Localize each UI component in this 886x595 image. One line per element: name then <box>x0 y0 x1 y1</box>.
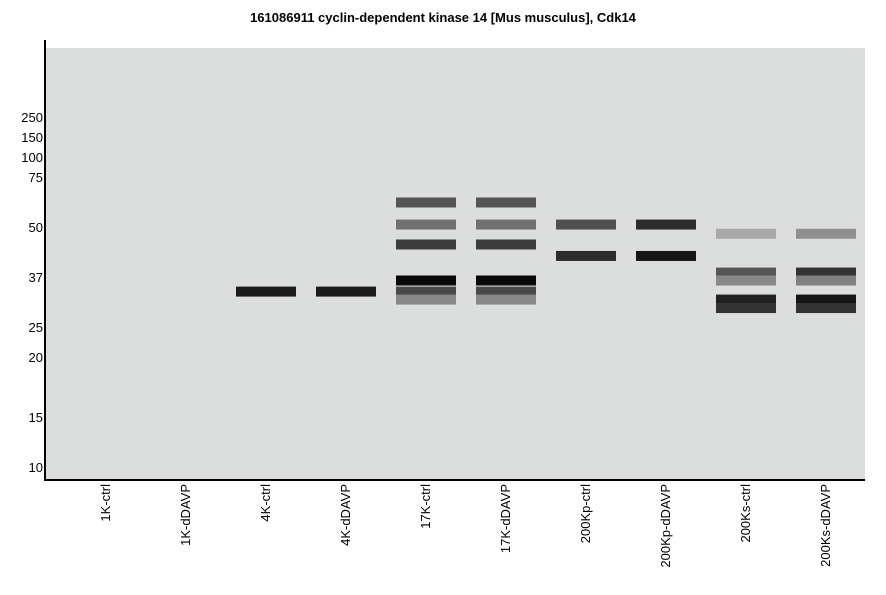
lane-label: 4K-ctrl <box>258 484 273 522</box>
bands-layer <box>236 197 856 314</box>
lane-label: 200Ks-ctrl <box>738 484 753 543</box>
lane-label: 200Ks-dDAVP <box>818 484 833 567</box>
plot-background <box>46 48 865 479</box>
band <box>476 286 536 297</box>
y-tick-label: 10 <box>29 460 43 475</box>
band <box>636 250 696 261</box>
lane-label: 1K-ctrl <box>98 484 113 522</box>
lane-label: 17K-dDAVP <box>498 484 513 553</box>
y-tick-label: 20 <box>29 350 43 365</box>
band <box>796 294 856 305</box>
y-tick-label: 75 <box>29 170 43 185</box>
band <box>556 250 616 261</box>
chart-title: 161086911 cyclin-dependent kinase 14 [Mu… <box>250 10 636 25</box>
band <box>716 267 776 278</box>
band <box>396 219 456 230</box>
band <box>716 303 776 314</box>
band <box>796 228 856 239</box>
band <box>396 286 456 297</box>
band <box>716 275 776 286</box>
y-tick-label: 25 <box>29 320 43 335</box>
band <box>716 228 776 239</box>
band <box>236 286 296 297</box>
band <box>396 294 456 305</box>
band <box>796 267 856 278</box>
lane-labels: 1K-ctrl 1K-dDAVP 4K-ctrl 4K-dDAVP 17K-ctrl 17… <box>98 484 833 568</box>
band <box>796 275 856 286</box>
y-tick-labels: 250 150 100 75 50 37 25 20 15 10 <box>21 110 43 475</box>
band <box>796 303 856 314</box>
y-tick-label: 100 <box>21 150 43 165</box>
band <box>476 197 536 208</box>
band <box>316 286 376 297</box>
lane-label: 17K-ctrl <box>418 484 433 529</box>
band <box>476 239 536 250</box>
y-tick-label: 15 <box>29 410 43 425</box>
lane-label: 1K-dDAVP <box>178 484 193 546</box>
band <box>396 275 456 286</box>
band <box>716 294 776 305</box>
lane-label: 200Kp-dDAVP <box>658 484 673 568</box>
lane-label: 200Kp-ctrl <box>578 484 593 543</box>
band <box>476 275 536 286</box>
band <box>396 197 456 208</box>
lane-label: 4K-dDAVP <box>338 484 353 546</box>
y-tick-label: 250 <box>21 110 43 125</box>
y-tick-label: 150 <box>21 130 43 145</box>
band <box>396 239 456 250</box>
band <box>556 219 616 230</box>
y-tick-label: 50 <box>29 220 43 235</box>
band <box>476 219 536 230</box>
band <box>636 219 696 230</box>
band <box>476 294 536 305</box>
y-tick-label: 37 <box>29 270 43 285</box>
